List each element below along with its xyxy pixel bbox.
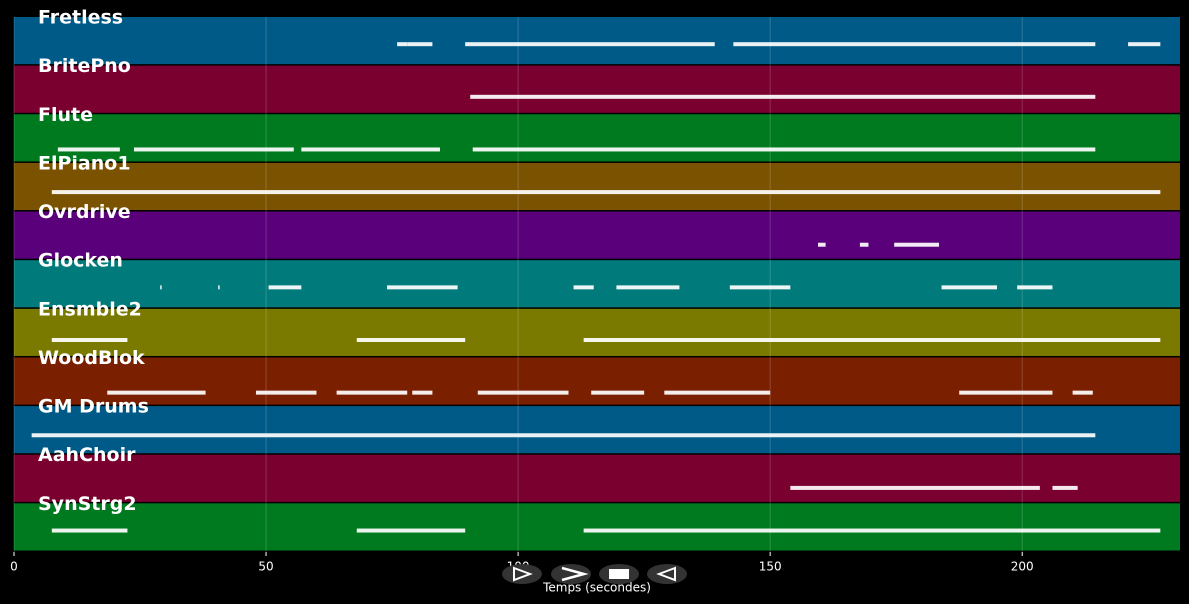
track-name: Glocken [38,250,123,272]
controls[interactable] [502,564,687,584]
x-tick-label: 0 [10,560,18,574]
note-span [51,190,1161,195]
note-span [583,338,1161,342]
note-span [1017,285,1053,290]
stop-icon [609,569,629,579]
note-span [57,147,120,152]
note-span [941,285,998,290]
note-span [729,285,791,290]
track-name: Ovrdrive [38,201,131,223]
note-span [1072,390,1093,395]
note-span [616,285,680,290]
note-span [591,390,645,395]
track-band [14,260,1180,308]
note-span [31,433,1096,438]
back-icon [656,566,676,582]
note-span [465,42,715,47]
track-band [14,17,1180,65]
x-tick-label: 150 [759,560,782,574]
note-span [583,528,1161,533]
note-span [412,390,433,395]
track-band [14,357,1180,405]
track-name: ElPiano1 [38,152,131,174]
note-span [470,94,1096,99]
note-span [51,528,128,533]
note-span [790,485,1040,490]
track-band [14,454,1180,502]
x-tick-label: 50 [258,560,273,574]
x-tick-label: 200 [1011,560,1034,574]
note-span [959,390,1053,395]
grid [13,17,1023,552]
track-band [14,211,1180,259]
track-band [14,114,1180,162]
track-labels: Fretless BritePno Flute ElPiano1 Ovrdrive Glo… [38,7,149,515]
x-axis-label: Temps (secondes) [542,581,651,595]
track-name: Fretless [38,7,123,29]
forward-icon [561,566,589,582]
track-band [14,503,1180,551]
note-span [818,242,826,247]
note-span [387,285,458,290]
tracks [14,17,1180,551]
note-span [407,42,433,47]
note-span [573,285,594,290]
note-span [160,285,162,290]
note-span [133,147,294,152]
play-button[interactable] [502,564,542,584]
back-button[interactable] [647,564,687,584]
note-span [356,338,466,342]
note-span [894,242,940,247]
note-span [218,285,220,290]
note-span [255,390,317,395]
note-span [477,390,569,395]
note-span [51,338,128,342]
track-band [14,308,1180,356]
track-name: SynStrg2 [38,493,137,515]
track-band [14,162,1180,211]
note-span [859,242,869,247]
play-icon [513,566,533,582]
note-span [301,147,440,152]
note-span [664,390,771,395]
track-band [14,406,1180,454]
track-band [14,65,1180,113]
note-span [1128,42,1161,47]
note-span [107,390,206,395]
note-span [472,147,1096,152]
note-span [397,42,408,47]
track-name: Flute [38,104,93,126]
track-name: GM Drums [38,396,149,418]
forward-button[interactable] [551,564,591,584]
note-span [733,42,1096,47]
note-span [1052,485,1078,490]
note-span [356,528,466,533]
note-span [336,390,408,395]
note-span [268,285,302,290]
track-name: Ensmble2 [38,298,142,320]
notes [31,42,1161,533]
track-name: WoodBlok [38,347,145,369]
track-name: BritePno [38,55,131,77]
track-name: AahChoir [38,444,136,466]
